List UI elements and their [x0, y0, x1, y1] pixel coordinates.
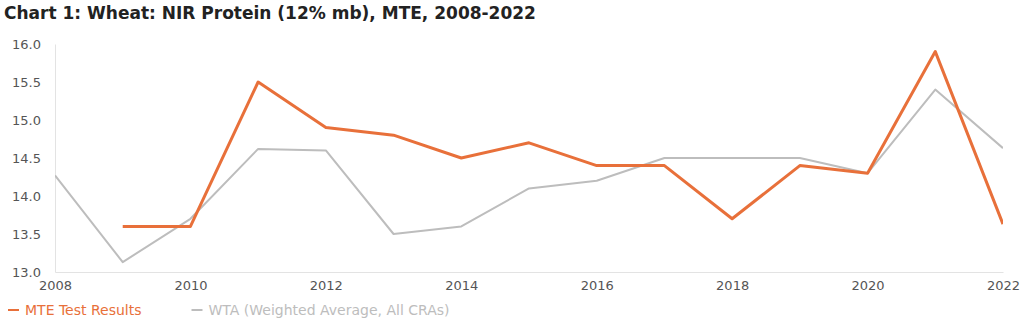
x-tick: 2008: [39, 272, 72, 293]
chart: Chart 1: Wheat: NIR Protein (12% mb), MT…: [0, 0, 1024, 325]
x-tick-label: 2018: [716, 278, 749, 293]
x-axis-line: [56, 272, 1004, 273]
x-tick-label: 2016: [581, 278, 614, 293]
y-tick: 14.5: [12, 151, 55, 166]
y-tick: 13.5: [12, 227, 55, 242]
legend-label: MTE Test Results: [25, 302, 142, 318]
series-line: [123, 52, 1003, 227]
y-tick-label: 15.5: [12, 75, 41, 90]
x-tick: 2012: [310, 272, 343, 293]
x-tick: 2018: [716, 272, 749, 293]
legend: MTE Test Results WTA (Weighted Average, A…: [8, 302, 450, 318]
x-tick: 2014: [445, 272, 478, 293]
x-tick-label: 2022: [987, 278, 1020, 293]
y-tick-label: 14.0: [12, 189, 41, 204]
legend-item: MTE Test Results: [8, 302, 142, 318]
x-tick: 2020: [852, 272, 885, 293]
legend-swatch: [8, 309, 19, 311]
x-tick-label: 2010: [174, 278, 207, 293]
series-line: [55, 90, 1003, 263]
y-tick: 15.0: [12, 113, 55, 128]
y-tick-label: 13.0: [12, 265, 41, 280]
y-tick-label: 15.0: [12, 113, 41, 128]
x-tick: 2016: [581, 272, 614, 293]
y-tick-label: 13.5: [12, 227, 41, 242]
y-tick: 14.0: [12, 189, 55, 204]
legend-item: WTA (Weighted Average, All CRAs): [192, 302, 450, 318]
y-axis-line: [55, 45, 56, 273]
legend-swatch: [192, 309, 203, 311]
title: Chart 1: Wheat: NIR Protein (12% mb), MT…: [4, 3, 536, 23]
plot-area: [55, 52, 1003, 263]
x-tick: 2022: [987, 272, 1020, 293]
x-tick: 2010: [174, 272, 207, 293]
y-axis: 13.0 13.5 14.0 14.5 15.0 15.5 16.0: [12, 37, 55, 280]
x-axis: 2008 2010 2012 2014 2016 2018 2020 2022: [39, 272, 1020, 293]
x-tick-label: 2012: [310, 278, 343, 293]
y-tick: 16.0: [12, 37, 55, 52]
y-tick: 15.5: [12, 75, 55, 90]
x-tick-label: 2020: [852, 278, 885, 293]
x-tick-label: 2008: [39, 278, 72, 293]
y-tick-label: 16.0: [12, 37, 41, 52]
legend-label: WTA (Weighted Average, All CRAs): [209, 302, 450, 318]
x-tick-label: 2014: [445, 278, 478, 293]
y-tick-label: 14.5: [12, 151, 41, 166]
